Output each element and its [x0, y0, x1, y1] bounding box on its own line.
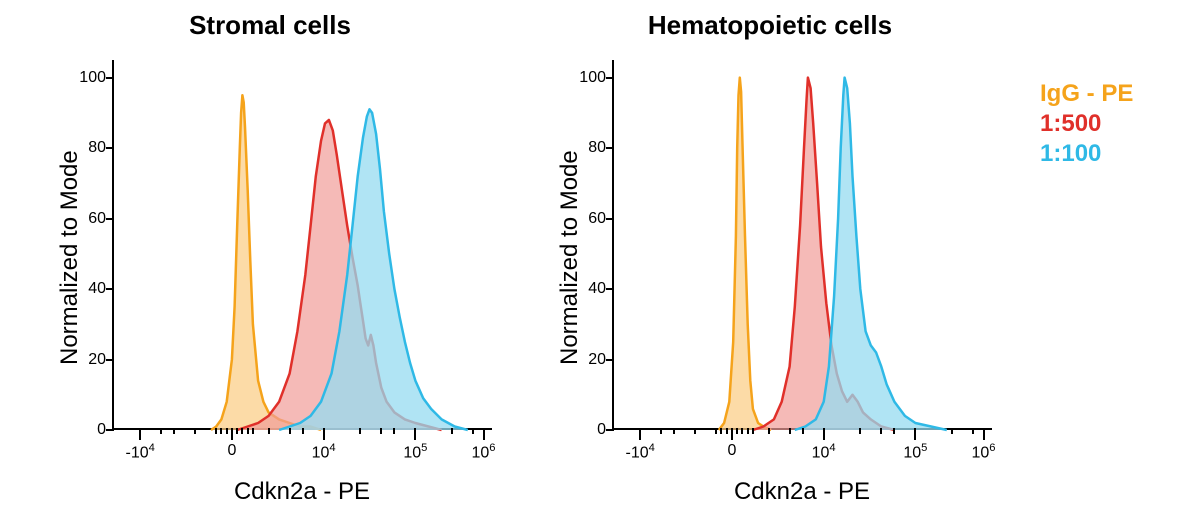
xtick-minor [951, 428, 953, 434]
ytick-label: 0 [597, 421, 614, 439]
xtick-label: 105 [403, 442, 427, 462]
xtick-minor [741, 428, 743, 434]
xtick-major [231, 428, 233, 440]
xtick-minor [972, 428, 974, 434]
xtick-label: 105 [903, 442, 927, 462]
xtick-minor [359, 428, 361, 434]
xtick-minor [893, 428, 895, 434]
xtick-minor [472, 428, 474, 434]
xtick-minor [726, 428, 728, 434]
ytick-label: 60 [588, 210, 614, 228]
xtick-label: 106 [972, 442, 996, 462]
xtick-minor [226, 428, 228, 434]
xtick-label: 0 [227, 442, 236, 460]
xtick-minor [880, 428, 882, 434]
xtick-major [323, 428, 325, 440]
xtick-label: 106 [472, 442, 496, 462]
xtick-minor [215, 428, 217, 434]
figure: Stromal cells 020406080100-1040104105106… [0, 0, 1204, 530]
xlabel-stromal: Cdkn2a - PE [112, 478, 492, 506]
xtick-minor [768, 428, 770, 434]
ytick-label: 80 [588, 139, 614, 157]
ytick-label: 100 [79, 69, 114, 87]
xtick-minor [694, 428, 696, 434]
xtick-major [639, 428, 641, 440]
xtick-minor [252, 428, 254, 434]
ylabel-hematopoietic: Normalized to Mode [556, 150, 584, 365]
histogram-svg-stromal [114, 60, 494, 430]
ylabel-stromal: Normalized to Mode [56, 150, 84, 365]
xtick-minor [302, 428, 304, 434]
legend-item-1-100: 1:100 [1040, 140, 1133, 168]
xtick-minor [720, 428, 722, 434]
panel-hematopoietic: Hematopoietic cells 020406080100-1040104… [530, 10, 1010, 510]
xtick-minor [380, 428, 382, 434]
xtick-minor [802, 428, 804, 434]
xtick-label: -104 [626, 442, 655, 462]
panel-title-stromal: Stromal cells [30, 10, 510, 41]
ytick-label: 60 [88, 210, 114, 228]
legend-item-igg: IgG - PE [1040, 80, 1133, 108]
xtick-minor [194, 428, 196, 434]
panel-stromal: Stromal cells 020406080100-1040104105106… [30, 10, 510, 510]
xtick-minor [752, 428, 754, 434]
legend-item-1-500: 1:500 [1040, 110, 1133, 138]
xtick-minor [268, 428, 270, 434]
xtick-minor [660, 428, 662, 434]
xtick-major [983, 428, 985, 440]
ytick-label: 100 [579, 69, 614, 87]
xtick-major [731, 428, 733, 440]
xtick-minor [451, 428, 453, 434]
plot-area-stromal: 020406080100-1040104105106 [112, 60, 492, 430]
xtick-minor [220, 428, 222, 434]
xtick-minor [173, 428, 175, 434]
ytick-label: 20 [588, 351, 614, 369]
legend: IgG - PE 1:500 1:100 [1040, 80, 1133, 170]
xtick-major [914, 428, 916, 440]
xtick-major [823, 428, 825, 440]
histogram-svg-hematopoietic [614, 60, 994, 430]
xtick-minor [160, 428, 162, 434]
xtick-minor [789, 428, 791, 434]
xtick-minor [236, 428, 238, 434]
xtick-major [414, 428, 416, 440]
ytick-label: 0 [97, 421, 114, 439]
xtick-minor [736, 428, 738, 434]
xtick-minor [247, 428, 249, 434]
ytick-label: 40 [88, 280, 114, 298]
xtick-label: 0 [727, 442, 736, 460]
xtick-label: 104 [312, 442, 336, 462]
xtick-label: -104 [126, 442, 155, 462]
panel-title-hematopoietic: Hematopoietic cells [530, 10, 1010, 41]
xlabel-hematopoietic: Cdkn2a - PE [612, 478, 992, 506]
xtick-major [483, 428, 485, 440]
xtick-minor [859, 428, 861, 434]
xtick-minor [673, 428, 675, 434]
ytick-label: 20 [88, 351, 114, 369]
plot-area-hematopoietic: 020406080100-1040104105106 [612, 60, 992, 430]
xtick-label: 104 [812, 442, 836, 462]
xtick-minor [393, 428, 395, 434]
xtick-major [139, 428, 141, 440]
xtick-minor [289, 428, 291, 434]
ytick-label: 40 [588, 280, 614, 298]
xtick-minor [715, 428, 717, 434]
xtick-minor [747, 428, 749, 434]
ytick-label: 80 [88, 139, 114, 157]
xtick-minor [241, 428, 243, 434]
